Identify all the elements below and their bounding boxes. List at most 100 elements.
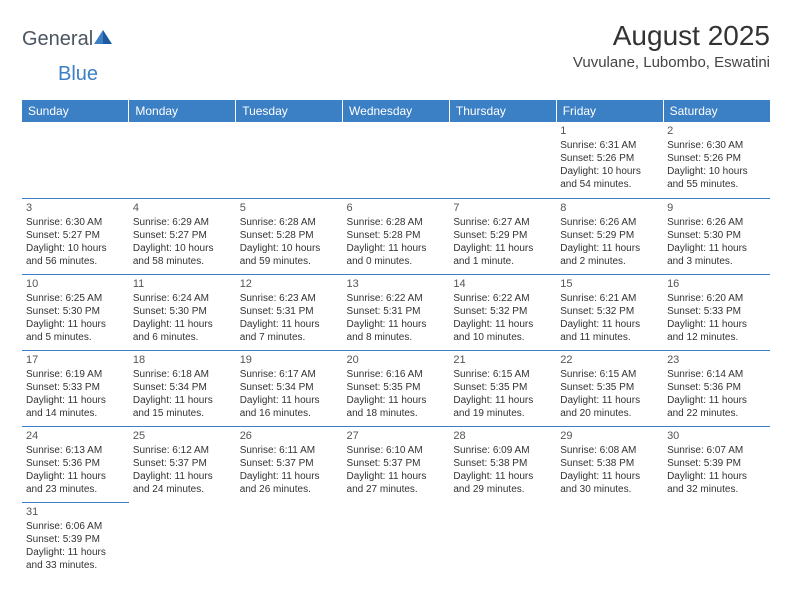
calendar-empty-cell (449, 122, 556, 198)
day-number: 23 (667, 353, 766, 367)
calendar-day-cell: 25Sunrise: 6:12 AMSunset: 5:37 PMDayligh… (129, 426, 236, 502)
calendar-empty-cell (236, 122, 343, 198)
day-daylight: Daylight: 11 hours and 23 minutes. (26, 470, 125, 496)
day-daylight: Daylight: 10 hours and 55 minutes. (667, 165, 766, 191)
day-number: 1 (560, 124, 659, 138)
day-number: 10 (26, 277, 125, 291)
day-sunset: Sunset: 5:28 PM (347, 229, 446, 242)
calendar-day-cell: 27Sunrise: 6:10 AMSunset: 5:37 PMDayligh… (343, 426, 450, 502)
day-sunset: Sunset: 5:31 PM (240, 305, 339, 318)
day-sunset: Sunset: 5:39 PM (667, 457, 766, 470)
day-number: 20 (347, 353, 446, 367)
day-number: 29 (560, 429, 659, 443)
calendar-empty-cell (129, 122, 236, 198)
calendar-day-cell: 7Sunrise: 6:27 AMSunset: 5:29 PMDaylight… (449, 198, 556, 274)
day-daylight: Daylight: 11 hours and 2 minutes. (560, 242, 659, 268)
day-header: Wednesday (343, 100, 450, 122)
day-daylight: Daylight: 11 hours and 8 minutes. (347, 318, 446, 344)
day-daylight: Daylight: 11 hours and 3 minutes. (667, 242, 766, 268)
calendar-table: SundayMondayTuesdayWednesdayThursdayFrid… (22, 100, 770, 578)
calendar-day-cell: 28Sunrise: 6:09 AMSunset: 5:38 PMDayligh… (449, 426, 556, 502)
logo-text-blue: Blue (58, 63, 98, 85)
day-header: Friday (556, 100, 663, 122)
day-sunrise: Sunrise: 6:27 AM (453, 216, 552, 229)
day-sunset: Sunset: 5:37 PM (347, 457, 446, 470)
day-sunset: Sunset: 5:26 PM (560, 152, 659, 165)
day-daylight: Daylight: 10 hours and 58 minutes. (133, 242, 232, 268)
day-sunrise: Sunrise: 6:11 AM (240, 444, 339, 457)
calendar-day-cell: 20Sunrise: 6:16 AMSunset: 5:35 PMDayligh… (343, 350, 450, 426)
day-header: Thursday (449, 100, 556, 122)
day-daylight: Daylight: 11 hours and 32 minutes. (667, 470, 766, 496)
day-daylight: Daylight: 11 hours and 26 minutes. (240, 470, 339, 496)
day-sunset: Sunset: 5:27 PM (133, 229, 232, 242)
day-sunrise: Sunrise: 6:17 AM (240, 368, 339, 381)
day-number: 28 (453, 429, 552, 443)
day-daylight: Daylight: 11 hours and 27 minutes. (347, 470, 446, 496)
day-sunrise: Sunrise: 6:06 AM (26, 520, 125, 533)
day-sunrise: Sunrise: 6:25 AM (26, 292, 125, 305)
calendar-empty-cell (22, 122, 129, 198)
calendar-empty-cell (556, 502, 663, 578)
day-daylight: Daylight: 11 hours and 19 minutes. (453, 394, 552, 420)
day-daylight: Daylight: 11 hours and 14 minutes. (26, 394, 125, 420)
calendar-day-cell: 2Sunrise: 6:30 AMSunset: 5:26 PMDaylight… (663, 122, 770, 198)
day-sunrise: Sunrise: 6:10 AM (347, 444, 446, 457)
day-sunset: Sunset: 5:39 PM (26, 533, 125, 546)
calendar-day-cell: 9Sunrise: 6:26 AMSunset: 5:30 PMDaylight… (663, 198, 770, 274)
day-header: Monday (129, 100, 236, 122)
day-daylight: Daylight: 11 hours and 22 minutes. (667, 394, 766, 420)
calendar-day-cell: 23Sunrise: 6:14 AMSunset: 5:36 PMDayligh… (663, 350, 770, 426)
calendar-day-cell: 24Sunrise: 6:13 AMSunset: 5:36 PMDayligh… (22, 426, 129, 502)
day-header: Sunday (22, 100, 129, 122)
day-number: 24 (26, 429, 125, 443)
day-number: 5 (240, 201, 339, 215)
day-sunset: Sunset: 5:30 PM (26, 305, 125, 318)
day-header: Tuesday (236, 100, 343, 122)
day-number: 9 (667, 201, 766, 215)
day-daylight: Daylight: 11 hours and 7 minutes. (240, 318, 339, 344)
day-sunrise: Sunrise: 6:15 AM (560, 368, 659, 381)
day-daylight: Daylight: 11 hours and 20 minutes. (560, 394, 659, 420)
day-sunset: Sunset: 5:35 PM (347, 381, 446, 394)
day-sunset: Sunset: 5:32 PM (560, 305, 659, 318)
calendar-empty-cell (343, 122, 450, 198)
day-number: 31 (26, 505, 125, 519)
calendar-empty-cell (449, 502, 556, 578)
calendar-week-row: 31Sunrise: 6:06 AMSunset: 5:39 PMDayligh… (22, 502, 770, 578)
calendar-day-cell: 1Sunrise: 6:31 AMSunset: 5:26 PMDaylight… (556, 122, 663, 198)
day-number: 18 (133, 353, 232, 367)
day-sunrise: Sunrise: 6:20 AM (667, 292, 766, 305)
day-sunset: Sunset: 5:33 PM (26, 381, 125, 394)
day-sunrise: Sunrise: 6:22 AM (347, 292, 446, 305)
day-daylight: Daylight: 11 hours and 11 minutes. (560, 318, 659, 344)
day-number: 30 (667, 429, 766, 443)
day-daylight: Daylight: 11 hours and 1 minute. (453, 242, 552, 268)
day-sunset: Sunset: 5:37 PM (133, 457, 232, 470)
day-sunset: Sunset: 5:34 PM (133, 381, 232, 394)
calendar-week-row: 17Sunrise: 6:19 AMSunset: 5:33 PMDayligh… (22, 350, 770, 426)
day-daylight: Daylight: 10 hours and 59 minutes. (240, 242, 339, 268)
day-number: 3 (26, 201, 125, 215)
day-sunset: Sunset: 5:37 PM (240, 457, 339, 470)
calendar-day-cell: 4Sunrise: 6:29 AMSunset: 5:27 PMDaylight… (129, 198, 236, 274)
calendar-day-cell: 12Sunrise: 6:23 AMSunset: 5:31 PMDayligh… (236, 274, 343, 350)
day-daylight: Daylight: 10 hours and 56 minutes. (26, 242, 125, 268)
calendar-week-row: 1Sunrise: 6:31 AMSunset: 5:26 PMDaylight… (22, 122, 770, 198)
day-number: 4 (133, 201, 232, 215)
day-daylight: Daylight: 11 hours and 6 minutes. (133, 318, 232, 344)
day-number: 27 (347, 429, 446, 443)
day-daylight: Daylight: 11 hours and 29 minutes. (453, 470, 552, 496)
calendar-head: SundayMondayTuesdayWednesdayThursdayFrid… (22, 100, 770, 122)
calendar-empty-cell (343, 502, 450, 578)
day-daylight: Daylight: 11 hours and 5 minutes. (26, 318, 125, 344)
calendar-day-cell: 16Sunrise: 6:20 AMSunset: 5:33 PMDayligh… (663, 274, 770, 350)
day-number: 21 (453, 353, 552, 367)
calendar-day-cell: 30Sunrise: 6:07 AMSunset: 5:39 PMDayligh… (663, 426, 770, 502)
day-number: 2 (667, 124, 766, 138)
day-number: 7 (453, 201, 552, 215)
day-header-row: SundayMondayTuesdayWednesdayThursdayFrid… (22, 100, 770, 122)
day-number: 14 (453, 277, 552, 291)
day-sunrise: Sunrise: 6:16 AM (347, 368, 446, 381)
day-sunrise: Sunrise: 6:12 AM (133, 444, 232, 457)
